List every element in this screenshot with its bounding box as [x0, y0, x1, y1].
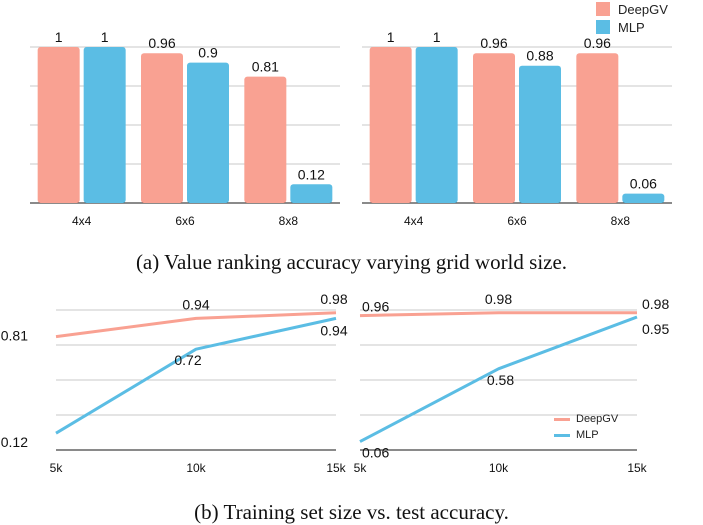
x-tick-label-4x4: 4x4: [72, 214, 92, 228]
caption-b: (b) Training set size vs. test accuracy.: [194, 500, 509, 524]
bar-mlp-4x4: [83, 47, 126, 203]
point-label-mlp-5k-1: 0.12: [1, 434, 28, 450]
legend2-line-mlp: [554, 433, 570, 437]
bar-label-mlp-8x8: 0.06: [630, 176, 657, 192]
legend2-label-deepgv: DeepGV: [576, 413, 619, 425]
bar-label-mlp-4x4: 1: [101, 29, 109, 45]
point-label-deepgv-15k-2: 0.98: [642, 296, 669, 312]
bar-mlp-8x8: [290, 184, 333, 203]
legend-swatch-deepgv: [596, 2, 610, 16]
x-tick-label-10k-1: 10k: [186, 461, 206, 475]
bar-mlp-4x4: [415, 47, 458, 203]
bar-label-mlp-4x4: 1: [433, 29, 441, 45]
x-tick-label-15k-1: 15k: [326, 461, 346, 475]
legend2-item-deepgv: DeepGV: [554, 411, 618, 427]
bar-label-deepgv-6x6: 0.96: [480, 35, 507, 51]
bar-label-deepgv-8x8: 0.96: [584, 35, 611, 51]
series-line-mlp-1: [55, 316, 337, 435]
x-tick-label-15k-2: 15k: [627, 461, 647, 475]
bar-mlp-6x6: [187, 62, 229, 203]
series-line-deepgv-2: [359, 311, 637, 318]
x-tick-label-6x6: 6x6: [175, 214, 195, 228]
point-label-mlp-10k-2: 0.58: [487, 372, 514, 388]
bar-mlp-8x8: [622, 193, 665, 203]
caption-a: (a) Value ranking accuracy varying grid …: [135, 250, 568, 274]
point-label-mlp-5k-2: 0.06: [362, 445, 389, 461]
legend2-item-mlp: MLP: [554, 427, 618, 443]
x-tick-label-5k-2: 5k: [354, 461, 368, 475]
legend-swatch-mlp: [596, 20, 610, 34]
bar-label-mlp-6x6: 0.9: [198, 45, 218, 61]
series-line-deepgv-1: [55, 311, 337, 339]
bar-label-deepgv-8x8: 0.81: [252, 59, 279, 75]
bar-deepgv-8x8: [244, 76, 287, 203]
legend-item-mlp: MLP: [596, 18, 668, 36]
point-label-deepgv-10k-1: 0.94: [182, 296, 209, 312]
point-label-mlp-10k-1: 0.72: [174, 352, 201, 368]
legend-label-deepgv: DeepGV: [618, 1, 668, 17]
legend-bars: DeepGV MLP: [596, 0, 668, 36]
point-label-mlp-15k-1: 0.94: [320, 322, 347, 338]
bar-deepgv-6x6: [473, 53, 515, 203]
x-tick-label-5k-1: 5k: [50, 461, 64, 475]
bar-label-mlp-8x8: 0.12: [298, 166, 325, 182]
legend2-line-deepgv: [554, 417, 570, 421]
point-label-deepgv-15k-1: 0.98: [320, 291, 347, 307]
x-tick-label-8x8: 8x8: [279, 214, 299, 228]
series-line-mlp-2: [359, 315, 638, 443]
x-tick-label-8x8: 8x8: [611, 214, 631, 228]
bar-deepgv-4x4: [369, 47, 412, 203]
bar-deepgv-6x6: [141, 53, 183, 203]
point-label-mlp-15k-2: 0.95: [642, 321, 669, 337]
bar-label-deepgv-4x4: 1: [387, 29, 395, 45]
x-tick-label-10k-2: 10k: [489, 461, 509, 475]
point-label-deepgv-10k-2: 0.98: [485, 291, 512, 307]
x-tick-label-4x4: 4x4: [404, 214, 424, 228]
bar-mlp-6x6: [519, 65, 561, 203]
bar-label-deepgv-6x6: 0.96: [148, 35, 175, 51]
bar-label-mlp-6x6: 0.88: [526, 48, 553, 64]
legend2-label-mlp: MLP: [576, 429, 599, 441]
legend-label-mlp: MLP: [618, 19, 645, 35]
bar-deepgv-8x8: [576, 53, 619, 203]
bar-deepgv-4x4: [37, 47, 80, 203]
point-label-deepgv-5k-1: 0.81: [1, 328, 28, 344]
x-tick-label-6x6: 6x6: [507, 214, 527, 228]
legend-item-deepgv: DeepGV: [596, 0, 668, 18]
point-label-deepgv-5k-2: 0.96: [362, 299, 389, 315]
bar-label-deepgv-4x4: 1: [55, 29, 63, 45]
legend-lines: DeepGV MLP: [554, 411, 618, 443]
